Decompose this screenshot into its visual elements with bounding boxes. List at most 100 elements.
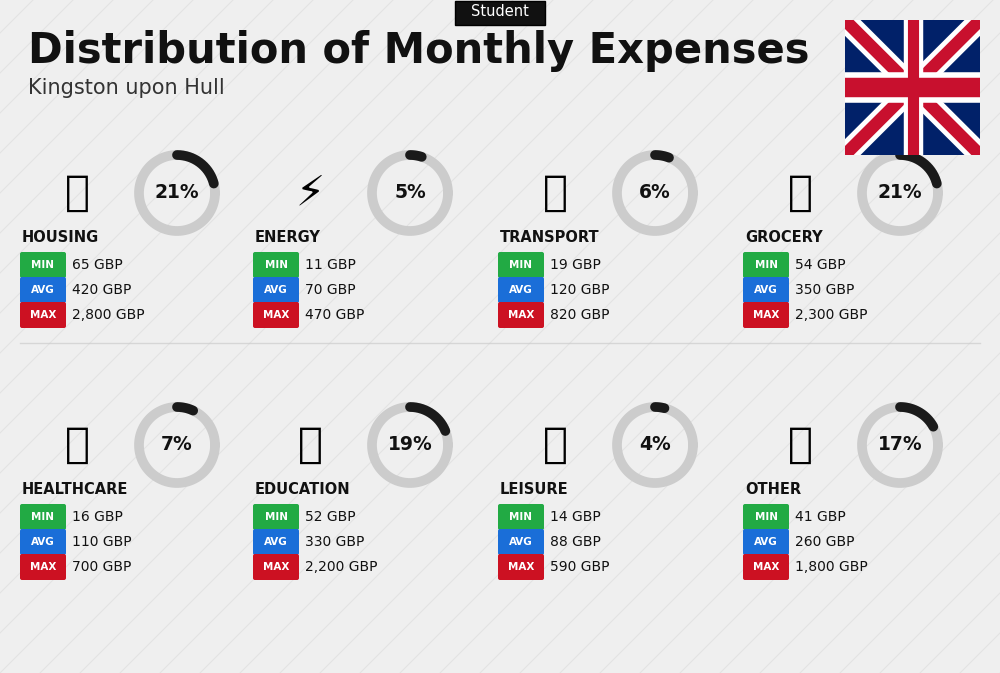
FancyBboxPatch shape bbox=[498, 302, 544, 328]
Text: 21%: 21% bbox=[878, 184, 922, 203]
FancyBboxPatch shape bbox=[253, 554, 299, 580]
Text: 54 GBP: 54 GBP bbox=[795, 258, 846, 272]
FancyBboxPatch shape bbox=[20, 529, 66, 555]
Text: 6%: 6% bbox=[639, 184, 671, 203]
Text: AVG: AVG bbox=[31, 537, 55, 547]
FancyBboxPatch shape bbox=[253, 529, 299, 555]
Text: 88 GBP: 88 GBP bbox=[550, 535, 601, 549]
Text: EDUCATION: EDUCATION bbox=[255, 483, 351, 497]
Text: MAX: MAX bbox=[508, 310, 534, 320]
FancyBboxPatch shape bbox=[743, 554, 789, 580]
FancyBboxPatch shape bbox=[743, 302, 789, 328]
Text: 70 GBP: 70 GBP bbox=[305, 283, 356, 297]
Text: AVG: AVG bbox=[31, 285, 55, 295]
Text: 110 GBP: 110 GBP bbox=[72, 535, 132, 549]
Text: 350 GBP: 350 GBP bbox=[795, 283, 854, 297]
Text: 65 GBP: 65 GBP bbox=[72, 258, 123, 272]
Text: 🚌: 🚌 bbox=[542, 172, 568, 214]
FancyBboxPatch shape bbox=[20, 554, 66, 580]
Text: MIN: MIN bbox=[510, 260, 532, 270]
FancyBboxPatch shape bbox=[498, 252, 544, 278]
Text: 19 GBP: 19 GBP bbox=[550, 258, 601, 272]
Text: AVG: AVG bbox=[509, 537, 533, 547]
Text: GROCERY: GROCERY bbox=[745, 230, 823, 246]
Text: 👜: 👜 bbox=[788, 424, 812, 466]
Text: 7%: 7% bbox=[161, 435, 193, 454]
Text: MIN: MIN bbox=[32, 512, 54, 522]
Text: HEALTHCARE: HEALTHCARE bbox=[22, 483, 128, 497]
Text: AVG: AVG bbox=[264, 285, 288, 295]
Text: MAX: MAX bbox=[753, 310, 779, 320]
Text: OTHER: OTHER bbox=[745, 483, 801, 497]
Text: 5%: 5% bbox=[394, 184, 426, 203]
FancyBboxPatch shape bbox=[20, 504, 66, 530]
FancyBboxPatch shape bbox=[743, 529, 789, 555]
FancyBboxPatch shape bbox=[743, 277, 789, 303]
Text: 2,300 GBP: 2,300 GBP bbox=[795, 308, 868, 322]
FancyBboxPatch shape bbox=[498, 529, 544, 555]
Text: MAX: MAX bbox=[753, 562, 779, 572]
Text: 2,200 GBP: 2,200 GBP bbox=[305, 560, 378, 574]
Text: 11 GBP: 11 GBP bbox=[305, 258, 356, 272]
Text: 16 GBP: 16 GBP bbox=[72, 510, 123, 524]
Text: MIN: MIN bbox=[755, 512, 778, 522]
Text: 2,800 GBP: 2,800 GBP bbox=[72, 308, 145, 322]
Text: MAX: MAX bbox=[263, 310, 289, 320]
Text: MIN: MIN bbox=[32, 260, 54, 270]
Text: Kingston upon Hull: Kingston upon Hull bbox=[28, 78, 225, 98]
Text: 700 GBP: 700 GBP bbox=[72, 560, 131, 574]
Text: AVG: AVG bbox=[754, 285, 778, 295]
Text: Student: Student bbox=[471, 5, 529, 20]
Text: 330 GBP: 330 GBP bbox=[305, 535, 364, 549]
Text: 19%: 19% bbox=[388, 435, 432, 454]
Text: MAX: MAX bbox=[263, 562, 289, 572]
Text: MAX: MAX bbox=[30, 562, 56, 572]
FancyBboxPatch shape bbox=[455, 1, 545, 25]
FancyBboxPatch shape bbox=[743, 252, 789, 278]
Text: AVG: AVG bbox=[264, 537, 288, 547]
FancyBboxPatch shape bbox=[253, 252, 299, 278]
Text: 🏢: 🏢 bbox=[64, 172, 90, 214]
Text: 820 GBP: 820 GBP bbox=[550, 308, 610, 322]
FancyBboxPatch shape bbox=[498, 504, 544, 530]
FancyBboxPatch shape bbox=[20, 277, 66, 303]
Text: 14 GBP: 14 GBP bbox=[550, 510, 601, 524]
Text: AVG: AVG bbox=[754, 537, 778, 547]
Text: 120 GBP: 120 GBP bbox=[550, 283, 610, 297]
Text: Distribution of Monthly Expenses: Distribution of Monthly Expenses bbox=[28, 30, 810, 72]
FancyBboxPatch shape bbox=[253, 302, 299, 328]
FancyBboxPatch shape bbox=[253, 504, 299, 530]
Text: AVG: AVG bbox=[509, 285, 533, 295]
FancyBboxPatch shape bbox=[498, 554, 544, 580]
Text: 🛍: 🛍 bbox=[542, 424, 568, 466]
Text: LEISURE: LEISURE bbox=[500, 483, 569, 497]
Text: MAX: MAX bbox=[508, 562, 534, 572]
Text: 1,800 GBP: 1,800 GBP bbox=[795, 560, 868, 574]
Text: 260 GBP: 260 GBP bbox=[795, 535, 854, 549]
Text: 21%: 21% bbox=[155, 184, 199, 203]
Text: TRANSPORT: TRANSPORT bbox=[500, 230, 600, 246]
Text: 52 GBP: 52 GBP bbox=[305, 510, 356, 524]
Text: 41 GBP: 41 GBP bbox=[795, 510, 846, 524]
Text: MIN: MIN bbox=[510, 512, 532, 522]
FancyBboxPatch shape bbox=[253, 277, 299, 303]
FancyBboxPatch shape bbox=[498, 277, 544, 303]
Text: 470 GBP: 470 GBP bbox=[305, 308, 364, 322]
Text: HOUSING: HOUSING bbox=[22, 230, 99, 246]
Text: 🎓: 🎓 bbox=[298, 424, 322, 466]
Text: ENERGY: ENERGY bbox=[255, 230, 321, 246]
FancyBboxPatch shape bbox=[20, 252, 66, 278]
Text: MIN: MIN bbox=[264, 512, 288, 522]
Text: 17%: 17% bbox=[878, 435, 922, 454]
Text: ⚡: ⚡ bbox=[295, 172, 325, 214]
Text: 590 GBP: 590 GBP bbox=[550, 560, 610, 574]
Text: 420 GBP: 420 GBP bbox=[72, 283, 131, 297]
Text: MAX: MAX bbox=[30, 310, 56, 320]
FancyBboxPatch shape bbox=[20, 302, 66, 328]
Text: 🏥: 🏥 bbox=[64, 424, 90, 466]
Text: 🛒: 🛒 bbox=[788, 172, 812, 214]
Text: MIN: MIN bbox=[264, 260, 288, 270]
FancyBboxPatch shape bbox=[743, 504, 789, 530]
Text: 4%: 4% bbox=[639, 435, 671, 454]
Text: MIN: MIN bbox=[755, 260, 778, 270]
